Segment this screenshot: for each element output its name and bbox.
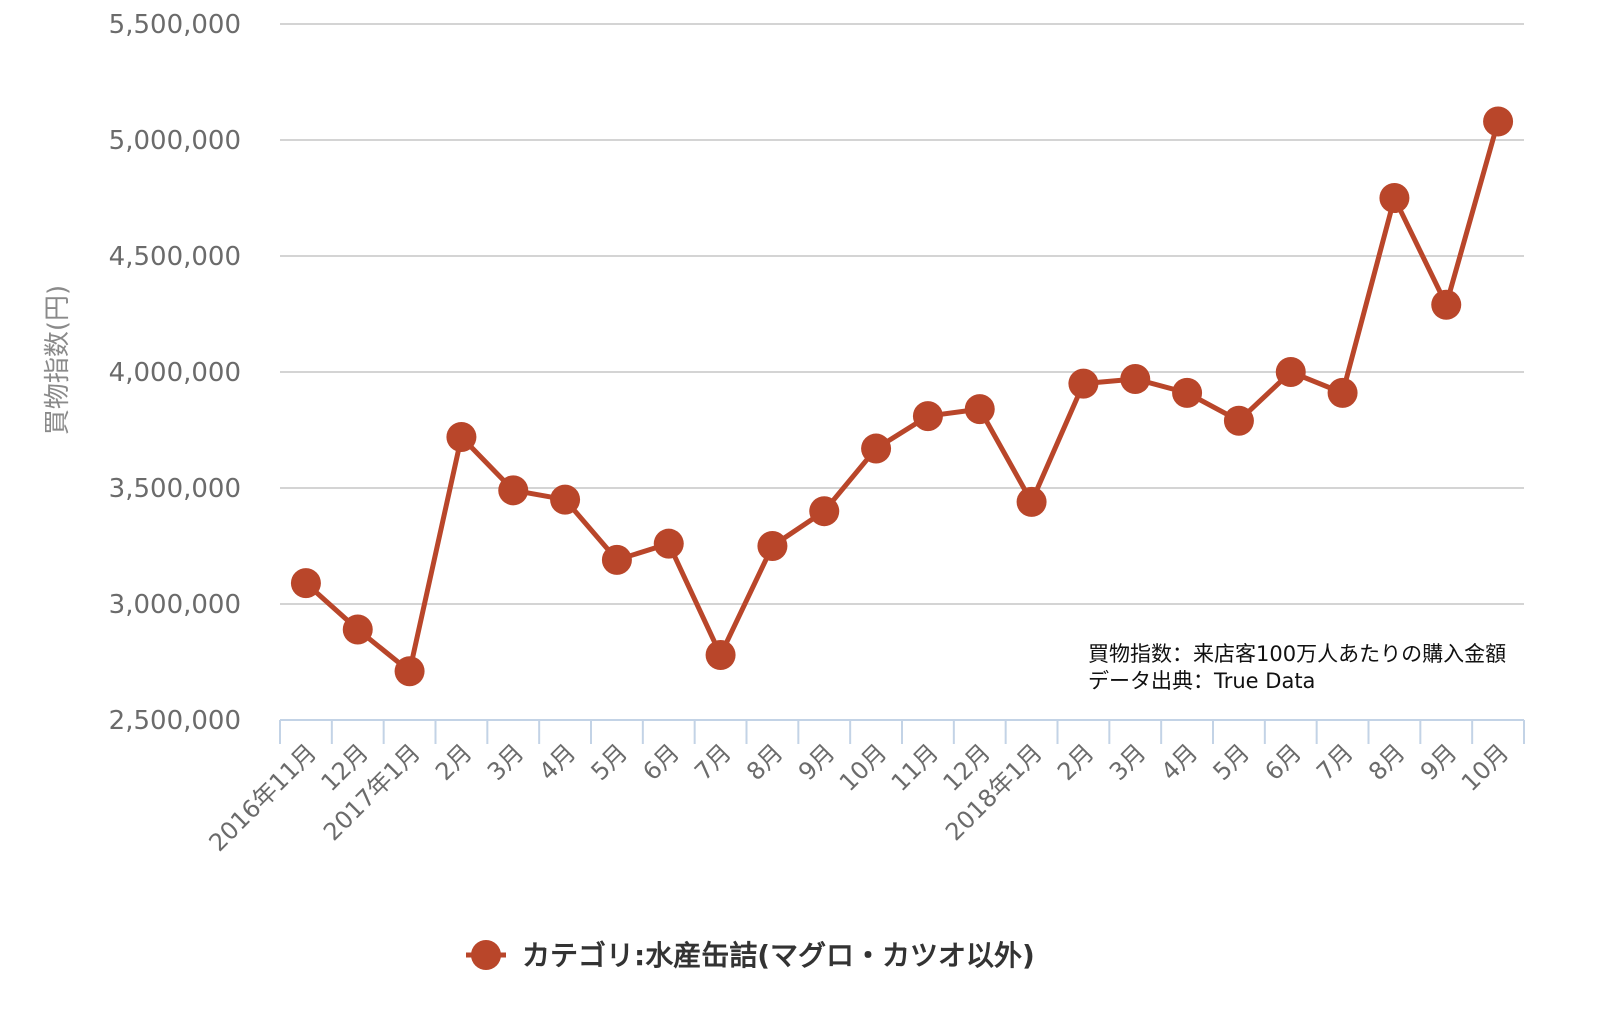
legend-dot-marker	[471, 940, 501, 970]
y-tick-label: 2,500,000	[109, 706, 241, 736]
y-tick-label: 4,500,000	[109, 242, 241, 272]
data-point[interactable]	[861, 433, 892, 464]
x-tick-label: 6月	[1259, 738, 1307, 786]
x-tick-label: 5月	[586, 738, 634, 786]
x-tick-label: 7月	[1311, 738, 1359, 786]
data-point[interactable]	[601, 544, 632, 575]
data-point[interactable]	[809, 496, 840, 527]
series	[290, 106, 1514, 687]
data-point[interactable]	[964, 394, 995, 425]
x-tick-label: 10月	[1456, 738, 1514, 796]
y-tick-label: 5,500,000	[109, 10, 241, 40]
x-tick-label: 3月	[482, 738, 530, 786]
data-point[interactable]	[1016, 486, 1047, 517]
x-tick-label: 7月	[689, 738, 737, 786]
x-axis	[279, 719, 1525, 744]
data-point[interactable]	[1223, 405, 1254, 436]
data-point[interactable]	[1431, 289, 1462, 320]
data-point[interactable]	[653, 528, 684, 559]
data-point[interactable]	[1483, 106, 1514, 137]
data-point[interactable]	[912, 401, 943, 432]
x-tick-label: 4月	[534, 738, 582, 786]
x-tick-label: 6月	[637, 738, 685, 786]
series-line	[304, 120, 1501, 674]
data-point[interactable]	[1068, 368, 1099, 399]
data-point[interactable]	[498, 475, 529, 506]
grid-lines	[280, 23, 1524, 605]
legend-label: カテゴリ:水産缶詰(マグロ・カツオ以外)	[522, 939, 1035, 972]
x-tick-label: 11月	[886, 738, 944, 796]
x-tick-label: 9月	[1415, 738, 1463, 786]
x-tick-label: 9月	[793, 738, 841, 786]
data-point[interactable]	[550, 484, 581, 515]
y-axis-label: 買物指数(円)	[43, 285, 73, 435]
data-point[interactable]	[1379, 183, 1410, 213]
x-tick-label: 2月	[1052, 738, 1100, 786]
data-point[interactable]	[290, 568, 321, 599]
data-point[interactable]	[705, 640, 736, 671]
data-point[interactable]	[757, 531, 788, 561]
x-tick-label: 10月	[834, 738, 892, 796]
annotation-source: データ出典：True Data	[1088, 669, 1315, 693]
data-point[interactable]	[342, 614, 373, 645]
legend[interactable]: カテゴリ:水産缶詰(マグロ・カツオ以外)	[466, 939, 1035, 972]
x-tick-label: 2月	[430, 738, 478, 786]
data-point[interactable]	[446, 421, 477, 452]
y-tick-label: 4,000,000	[109, 358, 241, 388]
data-point[interactable]	[1120, 363, 1151, 394]
x-tick-label: 3月	[1104, 738, 1152, 786]
x-tick-label: 8月	[1363, 738, 1411, 786]
data-point[interactable]	[1327, 377, 1358, 408]
data-point[interactable]	[1275, 357, 1306, 387]
data-point[interactable]	[394, 656, 425, 687]
y-axis-ticks: 2,500,000 3,000,000 3,500,000 4,000,000 4,50…	[109, 10, 241, 736]
x-tick-label: 5月	[1208, 738, 1256, 786]
annotation-definition: 買物指数：来店客100万人あたりの購入金額	[1088, 642, 1506, 666]
data-point[interactable]	[1172, 377, 1203, 408]
x-tick-label: 4月	[1156, 738, 1204, 786]
y-tick-label: 3,000,000	[109, 590, 241, 620]
y-tick-label: 5,000,000	[109, 126, 241, 156]
y-tick-label: 3,500,000	[109, 474, 241, 504]
x-tick-label: 8月	[741, 738, 789, 786]
x-tick-label: 2016年11月	[204, 738, 323, 857]
